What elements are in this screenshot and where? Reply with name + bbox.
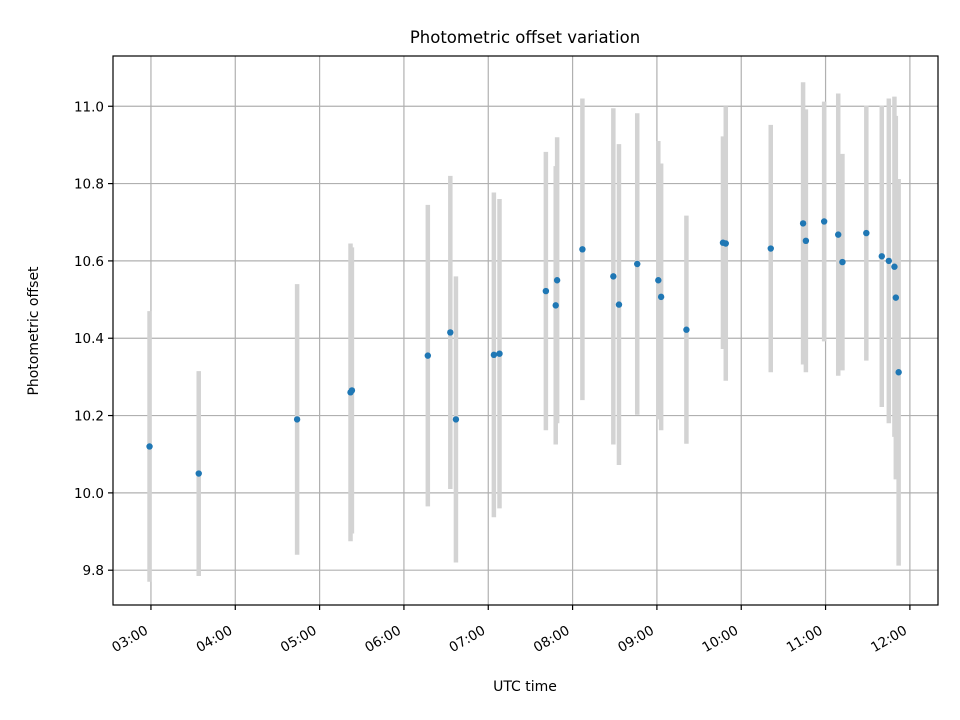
- data-point: [553, 277, 561, 284]
- data-point: [146, 443, 153, 450]
- data-points: [146, 218, 902, 477]
- data-point: [820, 218, 828, 225]
- data-point: [892, 294, 900, 301]
- data-point: [293, 416, 301, 423]
- x-tick-label: 03:00: [109, 623, 151, 656]
- data-point: [863, 229, 870, 237]
- y-axis-label: Photometric offset: [26, 266, 42, 396]
- y-tick-label: 9.8: [83, 563, 104, 579]
- plot-frame: [112, 55, 939, 606]
- data-point: [657, 293, 665, 301]
- data-point: [683, 326, 690, 333]
- data-point: [835, 231, 842, 238]
- x-tick-label: 07:00: [447, 623, 489, 656]
- data-point: [839, 258, 846, 266]
- data-point: [452, 416, 460, 423]
- data-point: [552, 302, 559, 309]
- data-point: [767, 245, 774, 252]
- y-tick-label: 10.6: [74, 254, 104, 270]
- data-point: [348, 387, 356, 394]
- y-axis-ticks: 9.8 10.0 10.2 10.4 10.6 10.8 11.0: [74, 99, 113, 579]
- x-tick-label: 05:00: [278, 623, 320, 656]
- y-tick-label: 10.0: [74, 486, 104, 502]
- y-tick-label: 11.0: [74, 99, 104, 115]
- x-axis-ticks: 03:00 04:00 05:00 06:00 07:00 08:00 09:00 10:00…: [109, 605, 911, 656]
- data-point: [655, 277, 662, 284]
- x-tick-label: 08:00: [531, 623, 573, 656]
- data-point: [799, 220, 807, 227]
- data-point: [490, 351, 498, 359]
- error-bars: [147, 82, 901, 582]
- y-tick-label: 10.2: [74, 409, 104, 425]
- data-point: [447, 329, 454, 336]
- x-tick-label: 11:00: [784, 623, 826, 656]
- data-point: [802, 237, 810, 245]
- data-point: [542, 287, 550, 295]
- data-point: [615, 301, 623, 308]
- data-point: [579, 246, 586, 253]
- x-tick-label: 09:00: [615, 623, 657, 656]
- x-axis-label: UTC time: [493, 679, 557, 695]
- y-tick-label: 10.4: [74, 331, 104, 347]
- data-point: [424, 352, 432, 359]
- chart-title: Photometric offset variation: [410, 28, 640, 47]
- x-tick-label: 10:00: [700, 623, 742, 656]
- data-point: [895, 369, 902, 376]
- x-tick-label: 04:00: [194, 623, 236, 656]
- data-point: [195, 470, 202, 477]
- x-tick-label: 06:00: [362, 623, 404, 656]
- data-point: [722, 240, 729, 247]
- y-tick-label: 10.8: [74, 177, 104, 193]
- data-point: [891, 263, 898, 270]
- x-tick-label: 12:00: [868, 623, 910, 656]
- data-point: [496, 350, 503, 357]
- data-point: [885, 257, 893, 265]
- data-point: [634, 260, 641, 268]
- data-point: [878, 253, 885, 260]
- data-point: [610, 273, 617, 280]
- grid: [113, 56, 938, 605]
